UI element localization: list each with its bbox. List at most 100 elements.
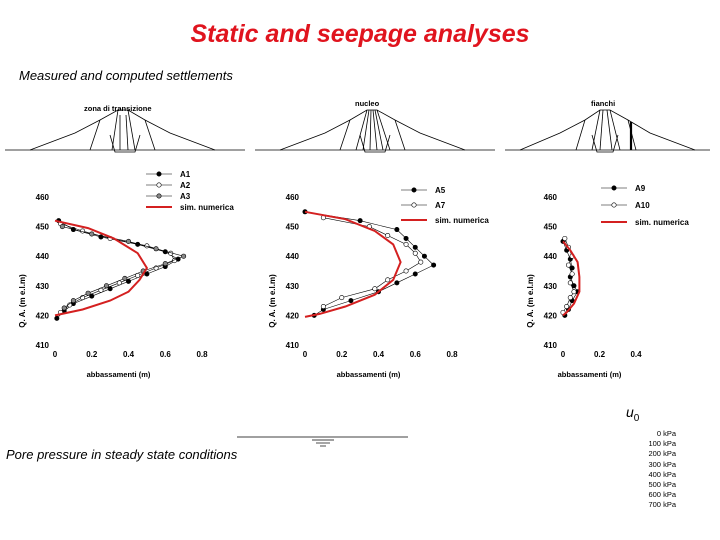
data-point-A3 (89, 231, 95, 237)
data-point-A5 (348, 298, 354, 304)
legend-label: A2 (180, 181, 191, 190)
legend-label: A10 (635, 201, 650, 210)
data-point-A7 (339, 295, 345, 301)
y-tick-label: 460 (544, 193, 558, 202)
x-tick-label: 0.4 (123, 350, 135, 359)
y-tick-label: 420 (36, 311, 50, 320)
dam-section-2 (255, 109, 495, 153)
data-point-A7 (385, 277, 391, 283)
y-tick-label: 450 (544, 223, 558, 232)
data-point-A5 (412, 244, 418, 250)
data-point-A7 (403, 268, 409, 274)
legend-marker-A2 (156, 182, 162, 188)
data-point-A7 (372, 286, 378, 292)
data-point-A3 (153, 246, 159, 252)
y-tick-label: 430 (544, 282, 558, 291)
legend-label: A5 (435, 186, 446, 195)
legend-label: A7 (435, 201, 446, 210)
data-point-A3 (85, 290, 91, 296)
y-tick-label: 460 (286, 193, 300, 202)
pressure-level-7: 700 kPa (648, 500, 676, 510)
dam-section-1 (5, 109, 245, 153)
y-tick-label: 420 (544, 311, 558, 320)
legend-marker-A3 (156, 193, 162, 199)
data-point-A3 (70, 298, 76, 304)
x-axis-label: abbassamenti (m) (337, 370, 401, 379)
data-point-A5 (403, 235, 409, 241)
x-tick-label: 0.6 (410, 350, 422, 359)
x-tick-label: 0 (561, 350, 566, 359)
data-point-A5 (412, 271, 418, 277)
y-tick-label: 450 (36, 223, 50, 232)
pressure-level-1: 100 kPa (648, 439, 676, 449)
data-point-A10 (562, 235, 568, 241)
legend-marker-A9 (611, 185, 617, 191)
data-point-A3 (61, 305, 67, 311)
y-tick-label: 430 (286, 282, 300, 291)
dam-label-2: nucleo (355, 99, 380, 108)
pressure-level-2: 200 kPa (648, 449, 676, 459)
data-point-A5 (431, 262, 437, 268)
dam-label-1: zona di transizione (84, 104, 152, 113)
pressure-level-4: 400 kPa (648, 469, 676, 479)
x-axis-label: abbassamenti (m) (558, 370, 622, 379)
dam-label-3: fianchi (591, 99, 615, 108)
legend-label: sim. numerica (635, 218, 689, 227)
data-point-A5 (394, 280, 400, 286)
x-tick-label: 0.8 (196, 350, 208, 359)
data-point-A7 (412, 250, 418, 256)
water-table-marker (237, 436, 408, 447)
data-point-A10 (565, 262, 571, 268)
settlement-chart-1: 410 420 430 440 450 460 0 0.2 0.4 0.6 0.8 abbassame… (18, 170, 234, 379)
data-point-A7 (320, 304, 326, 310)
data-point-A3 (181, 253, 187, 259)
data-point-A5 (394, 227, 400, 233)
series-line-sim (304, 210, 402, 318)
settlement-chart-3: 410 420 430 440 450 460 0 0.2 0.4 abbassamenti (m… (526, 184, 689, 379)
dam-section-3 (505, 109, 710, 153)
data-point-A3 (126, 238, 132, 244)
data-point-A7 (385, 232, 391, 238)
slide-title: Static and seepage analyses (190, 20, 530, 48)
series-line-A3 (62, 226, 185, 309)
x-tick-label: 0.6 (160, 350, 172, 359)
data-point-A10 (567, 295, 573, 301)
pore-pressure-legend: 0 kPa 100 kPa 200 kPa 300 kPa 400 kPa 500 kPa… (616, 429, 676, 511)
series-line-sim (54, 219, 149, 317)
data-point-A3 (162, 261, 168, 267)
pressure-level-3: 300 kPa (648, 459, 676, 469)
y-tick-label: 440 (544, 252, 558, 261)
series-line-sim (562, 240, 581, 317)
data-point-A3 (122, 275, 128, 281)
legend-label: A9 (635, 184, 646, 193)
y-tick-label: 420 (286, 311, 300, 320)
data-point-A7 (418, 259, 424, 265)
x-tick-label: 0.2 (86, 350, 98, 359)
y-tick-label: 440 (286, 252, 300, 261)
data-point-A7 (403, 241, 409, 247)
legend-marker-A1 (156, 171, 162, 177)
series-line-A7 (323, 217, 422, 307)
pore-pressure-caption: Pore pressure in steady state conditions (6, 447, 238, 462)
y-tick-label: 410 (544, 341, 558, 350)
x-tick-label: 0 (303, 350, 308, 359)
y-tick-label: 460 (36, 193, 50, 202)
x-tick-label: 0.2 (594, 350, 606, 359)
data-point-A10 (567, 280, 573, 286)
pressure-level-5: 500 kPa (648, 480, 676, 490)
pressure-level-0: 0 kPa (656, 429, 676, 438)
legend-label: A3 (180, 192, 191, 201)
y-axis-label: Q. A. (m e.l.m) (526, 274, 535, 328)
data-point-A10 (569, 271, 575, 277)
y-axis-label: Q. A. (m e.l.m) (18, 274, 27, 328)
y-axis-label: Q. A. (m e.l.m) (268, 274, 277, 328)
legend-label: A1 (180, 170, 191, 179)
legend-marker-A7 (411, 202, 417, 208)
settlement-chart-2: 410 420 430 440 450 460 0 0.2 0.4 0.6 0.8 abbassame… (268, 186, 489, 379)
x-tick-label: 0.8 (446, 350, 458, 359)
x-tick-label: 0.4 (630, 350, 642, 359)
y-tick-label: 430 (36, 282, 50, 291)
legend-marker-A10 (611, 202, 617, 208)
y-tick-label: 410 (36, 341, 50, 350)
x-tick-label: 0.4 (373, 350, 385, 359)
